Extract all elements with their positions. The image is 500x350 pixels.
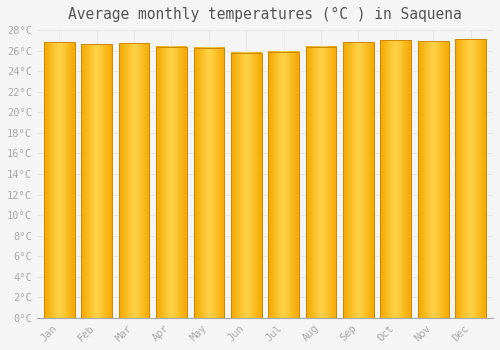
- Bar: [44, 42, 74, 318]
- Bar: [380, 40, 411, 318]
- Bar: [418, 41, 448, 318]
- Bar: [194, 48, 224, 318]
- Bar: [156, 47, 187, 318]
- Bar: [231, 53, 262, 318]
- Title: Average monthly temperatures (°C ) in Saquena: Average monthly temperatures (°C ) in Sa…: [68, 7, 462, 22]
- Bar: [268, 52, 299, 318]
- Bar: [82, 44, 112, 318]
- Bar: [456, 39, 486, 318]
- Bar: [343, 42, 374, 318]
- Bar: [118, 43, 150, 318]
- Bar: [306, 47, 336, 318]
